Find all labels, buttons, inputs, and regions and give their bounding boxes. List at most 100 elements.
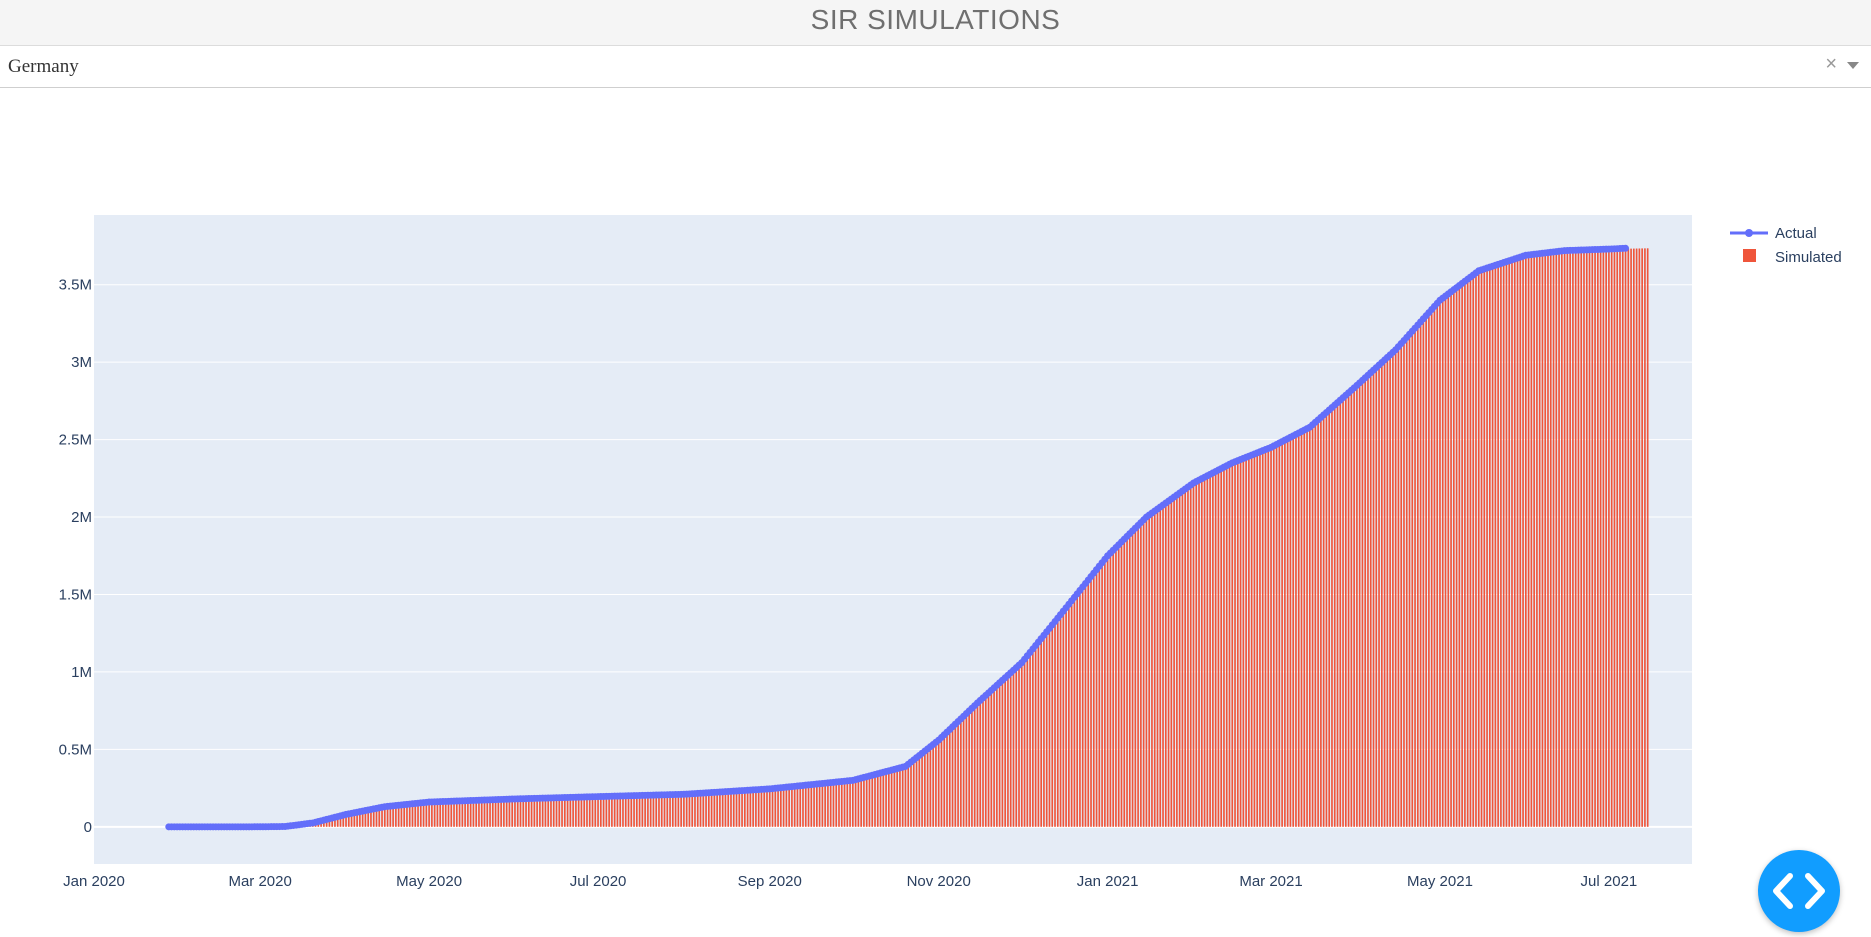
simulated-bar xyxy=(885,772,887,827)
simulated-bar xyxy=(1605,249,1607,827)
simulated-bar xyxy=(835,782,837,827)
simulated-bar xyxy=(1472,275,1474,827)
simulated-bar xyxy=(974,706,976,827)
simulated-bar xyxy=(1146,517,1148,827)
legend[interactable]: Actual Simulated xyxy=(1730,225,1842,266)
simulated-bar xyxy=(788,787,790,827)
y-tick-label: 1.5M xyxy=(59,586,92,603)
simulated-bar xyxy=(1306,429,1308,827)
simulated-bar xyxy=(1287,439,1289,827)
simulated-bar xyxy=(1110,553,1112,827)
simulated-bar xyxy=(1201,479,1203,827)
simulated-bar xyxy=(1547,253,1549,827)
simulated-bar xyxy=(1381,362,1383,826)
clear-icon[interactable]: × xyxy=(1825,53,1837,76)
simulated-bar xyxy=(581,797,583,827)
simulated-bar xyxy=(841,781,843,826)
simulated-bar xyxy=(1525,255,1527,827)
simulated-bar xyxy=(439,802,441,827)
simulated-bar xyxy=(1002,680,1004,827)
simulated-bar xyxy=(1035,645,1037,826)
simulated-bar xyxy=(1223,467,1225,827)
simulated-bar xyxy=(1126,536,1128,826)
legend-actual-label[interactable]: Actual xyxy=(1775,225,1817,242)
simulated-bar xyxy=(1135,528,1137,827)
simulated-bar xyxy=(766,789,768,827)
simulated-bar xyxy=(744,790,746,826)
simulated-bar xyxy=(1434,306,1436,826)
simulated-bar xyxy=(1137,525,1139,826)
simulated-bar xyxy=(1256,453,1258,827)
simulated-bar xyxy=(1087,580,1089,827)
simulated-bar xyxy=(1431,309,1433,826)
simulated-bar xyxy=(1528,255,1530,827)
simulated-bar xyxy=(1470,277,1472,827)
simulated-bar xyxy=(1207,476,1209,827)
simulated-bar xyxy=(1436,303,1438,827)
simulated-bar xyxy=(1013,670,1015,827)
simulated-bar xyxy=(489,800,491,827)
simulated-bar xyxy=(838,782,840,827)
simulated-bar xyxy=(1517,258,1519,827)
simulated-bar xyxy=(1580,250,1582,827)
simulated-bar xyxy=(1085,583,1087,826)
simulated-bar xyxy=(852,780,854,826)
simulated-bar xyxy=(1375,368,1377,827)
simulated-bar xyxy=(1215,471,1217,826)
simulated-bar xyxy=(849,781,851,827)
simulated-bar xyxy=(930,747,932,827)
simulated-bar xyxy=(691,794,693,827)
x-tick-label: Jan 2020 xyxy=(63,873,125,890)
simulated-bar xyxy=(1356,385,1358,826)
simulated-bar xyxy=(428,802,430,827)
simulated-bar xyxy=(1644,248,1646,826)
simulated-bar xyxy=(500,799,502,826)
simulated-bar xyxy=(894,769,896,826)
simulated-bar xyxy=(1243,458,1245,826)
x-tick-label: Jan 2021 xyxy=(1077,873,1139,890)
x-tick-label: May 2020 xyxy=(396,873,462,890)
country-dropdown[interactable]: Germany × xyxy=(0,46,1871,88)
simulated-bar xyxy=(990,690,992,826)
simulated-bar xyxy=(1159,507,1161,827)
simulated-bar xyxy=(891,770,893,827)
simulated-bar xyxy=(1481,270,1483,827)
simulated-bar xyxy=(1339,400,1341,827)
simulated-bar xyxy=(478,800,480,827)
simulated-bar xyxy=(1417,325,1419,827)
x-tick-label: Jul 2020 xyxy=(570,873,627,890)
simulated-bar xyxy=(954,724,956,827)
simulated-bar xyxy=(1273,446,1275,827)
simulated-bar xyxy=(979,700,981,826)
simulated-bar xyxy=(503,799,505,826)
simulated-bar xyxy=(594,797,596,827)
simulated-bar xyxy=(1107,556,1109,827)
simulated-bar xyxy=(1010,673,1012,827)
chevron-down-icon[interactable] xyxy=(1847,62,1859,69)
simulated-bar xyxy=(636,796,638,827)
y-tick-label: 2M xyxy=(71,509,92,526)
simulated-bar xyxy=(1262,451,1264,827)
simulated-bar xyxy=(1597,249,1599,826)
simulated-bar xyxy=(1506,262,1508,827)
simulated-bar xyxy=(1204,477,1206,827)
legend-simulated-label[interactable]: Simulated xyxy=(1775,249,1842,266)
simulated-bar xyxy=(1550,252,1552,827)
simulated-bar xyxy=(459,801,461,827)
simulated-bar xyxy=(1148,515,1150,827)
simulated-bar xyxy=(1370,373,1372,827)
simulated-bar xyxy=(672,795,674,827)
simulated-bar xyxy=(808,785,810,827)
simulated-bar xyxy=(1237,461,1239,827)
simulated-bar xyxy=(1539,254,1541,827)
simulated-bar xyxy=(946,732,948,827)
simulated-bar xyxy=(694,794,696,827)
simulated-bar xyxy=(1190,485,1192,827)
simulated-bar xyxy=(1218,470,1220,827)
simulated-bar xyxy=(1198,480,1200,827)
simulated-bar xyxy=(1450,292,1452,827)
simulated-bar xyxy=(1323,415,1325,827)
simulated-bar xyxy=(575,797,577,827)
simulated-bar xyxy=(437,802,439,827)
simulated-bar xyxy=(1226,466,1228,827)
